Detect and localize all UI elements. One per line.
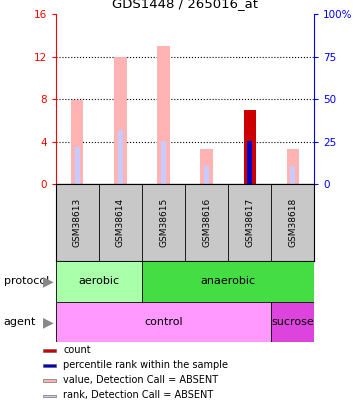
Text: GSM38614: GSM38614 — [116, 198, 125, 247]
Text: ▶: ▶ — [43, 315, 53, 329]
Bar — [43, 394, 56, 397]
Bar — [56, 302, 271, 342]
Text: protocol: protocol — [4, 277, 49, 286]
Bar — [271, 302, 314, 342]
Bar — [247, 141, 252, 184]
Bar — [161, 141, 166, 184]
Bar — [118, 130, 123, 184]
Title: GDS1448 / 265016_at: GDS1448 / 265016_at — [112, 0, 258, 10]
Text: sucrose: sucrose — [271, 317, 314, 327]
Bar — [71, 100, 83, 184]
Bar — [290, 166, 295, 184]
Text: GSM38616: GSM38616 — [202, 198, 211, 247]
Bar — [204, 166, 209, 184]
Text: GSM38618: GSM38618 — [288, 198, 297, 247]
Bar — [43, 364, 56, 367]
Bar — [287, 149, 299, 184]
Bar — [43, 379, 56, 382]
Bar — [56, 261, 142, 302]
Text: ▶: ▶ — [43, 275, 53, 288]
Text: GSM38615: GSM38615 — [159, 198, 168, 247]
Text: aerobic: aerobic — [78, 277, 119, 286]
Text: rank, Detection Call = ABSENT: rank, Detection Call = ABSENT — [63, 390, 213, 400]
Text: agent: agent — [4, 317, 36, 327]
Bar — [142, 261, 314, 302]
Text: value, Detection Call = ABSENT: value, Detection Call = ABSENT — [63, 375, 218, 385]
Bar — [157, 46, 170, 184]
Text: anaerobic: anaerobic — [200, 277, 256, 286]
Text: count: count — [63, 345, 91, 355]
Bar — [114, 57, 126, 184]
Bar — [200, 149, 213, 184]
Text: GSM38613: GSM38613 — [73, 198, 82, 247]
Bar — [43, 350, 56, 352]
Text: percentile rank within the sample: percentile rank within the sample — [63, 360, 228, 370]
Bar — [75, 147, 80, 184]
Text: GSM38617: GSM38617 — [245, 198, 254, 247]
Bar — [244, 110, 256, 184]
Text: control: control — [144, 317, 183, 327]
